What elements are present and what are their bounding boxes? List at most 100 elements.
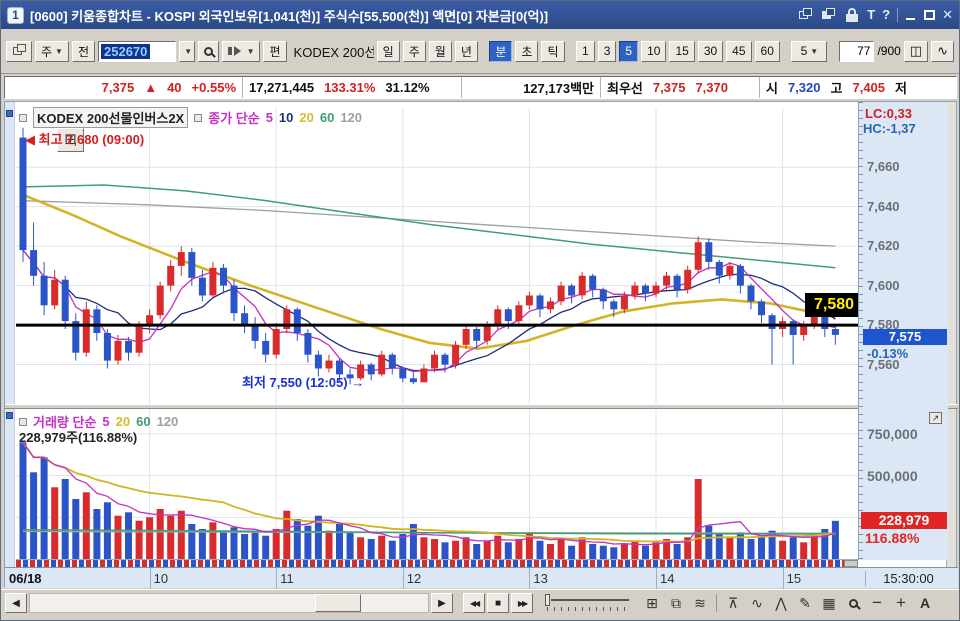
period-month-button[interactable]: 월	[428, 40, 452, 62]
close-button[interactable]: ✕	[942, 7, 953, 22]
zoom-out-button[interactable]: −	[872, 593, 882, 612]
maximize-button[interactable]	[924, 10, 936, 20]
forward-button[interactable]: ▶▶	[511, 593, 533, 613]
ma20-legend: 20	[299, 110, 314, 125]
hc-value: HC:-1,37	[863, 121, 916, 136]
prev-stock-button[interactable]: 전	[71, 40, 96, 62]
cascade-windows-icon[interactable]: ⧉	[671, 594, 681, 611]
topmost-icon[interactable]: T	[867, 7, 876, 22]
sound-button[interactable]: ▼	[221, 40, 261, 62]
vol-ma120-legend: 120	[156, 414, 179, 429]
interval-60-button[interactable]: 60	[754, 40, 780, 62]
stop-button[interactable]: ■	[487, 593, 509, 613]
interval-1-button[interactable]: 1	[576, 40, 595, 62]
mode-minute-button[interactable]: 분	[489, 40, 513, 62]
rewind-button[interactable]: ◀◀	[463, 593, 485, 613]
line-style-icon[interactable]: ≋	[694, 594, 706, 611]
price-change-pct: +0.55%	[191, 80, 236, 95]
scroll-left-button[interactable]: ◀	[5, 593, 27, 613]
help-icon[interactable]: ?	[882, 7, 891, 22]
flag-button[interactable]: 편	[263, 40, 287, 62]
chevron-down-icon: ▼	[184, 46, 193, 56]
search-icon	[203, 46, 213, 56]
zigzag-line-icon: ∿	[937, 43, 948, 58]
duplicate-icon[interactable]	[821, 8, 837, 22]
time-axis[interactable]: 06/18 15:30:00 10 11 12 13 14 15	[5, 567, 958, 589]
trendline-tool-icon[interactable]: ∿	[751, 594, 763, 611]
interval-3-button[interactable]: 3	[597, 40, 617, 62]
tile-windows-icon[interactable]: ⊞	[646, 594, 658, 611]
price-tick-label: 7,560	[867, 356, 900, 372]
line-chart-button[interactable]: ∿	[931, 40, 954, 62]
popout-window-button[interactable]	[6, 40, 32, 62]
titlebar-separator	[897, 8, 899, 22]
chart-type-combo[interactable]: 주 ▼	[35, 40, 69, 62]
collapse-icon[interactable]	[194, 113, 203, 122]
minimize-button[interactable]	[905, 9, 917, 21]
mode-second-button[interactable]: 초	[515, 40, 539, 62]
volume-chart[interactable]	[16, 409, 858, 559]
chart-scrollbar[interactable]	[29, 593, 429, 613]
interval-10-button[interactable]: 10	[641, 40, 667, 62]
candle-settings-button[interactable]: ◫	[903, 40, 929, 62]
title-bar[interactable]: 1 [0600] 키움종합차트 - KOSPI 외국인보유[1,041(천)] …	[1, 1, 959, 29]
overview-thumb[interactable]	[844, 560, 858, 567]
ma10-legend: 10	[278, 110, 294, 125]
hline-price-tag[interactable]: 7,580	[805, 293, 863, 317]
day-low-annotation: 최저 7,550 (12:05) →	[242, 375, 365, 390]
interval-45-button[interactable]: 45	[726, 40, 752, 62]
interval-5-button[interactable]: 5	[619, 40, 639, 62]
high-price: 7,405	[852, 80, 886, 95]
zoom-slider[interactable]	[541, 593, 633, 613]
low-label: 저	[895, 81, 907, 96]
crosshair-tool-icon[interactable]: ⊼	[727, 594, 739, 611]
draw-tool-icon[interactable]: ✎	[799, 594, 811, 611]
bar-count-input[interactable]: 77	[838, 40, 875, 62]
slider-handle[interactable]	[545, 594, 550, 606]
stock-code-input[interactable]: 252670	[98, 40, 176, 62]
chart-area: KODEX 200선물인버스2X 종가 단순 5 10 20 60 120 ⊞ …	[4, 101, 958, 589]
current-price-box: 7,575	[863, 328, 947, 345]
overview-strip[interactable]	[16, 559, 858, 567]
popout-icon[interactable]	[798, 8, 814, 22]
left-panel-strip[interactable]	[5, 102, 15, 588]
volume-value: 17,271,445	[249, 80, 315, 95]
period-week-button[interactable]: 주	[402, 40, 426, 62]
text-tool-button[interactable]: A	[919, 595, 931, 611]
time-tick-label: 12	[406, 571, 422, 586]
left-arrow-icon: ◀	[25, 132, 35, 147]
axis-tick-marks	[859, 102, 863, 560]
chart-image-icon[interactable]: ▦	[822, 594, 836, 611]
wave-tool-icon[interactable]: ⋀	[775, 594, 787, 611]
collapse-icon[interactable]	[19, 113, 27, 122]
expand-panel-icon[interactable]: ↗	[929, 412, 942, 424]
period-year-button[interactable]: 년	[454, 40, 478, 62]
grid-toggle-button[interactable]: ⊞	[57, 128, 84, 152]
panel-divider[interactable]	[5, 404, 958, 409]
time-axis-divider	[656, 568, 657, 589]
scrollbar-thumb[interactable]	[315, 594, 361, 612]
zoom-tool-icon[interactable]	[842, 593, 864, 613]
period-day-button[interactable]: 일	[376, 40, 400, 62]
interval-combo[interactable]: 5 ▼	[791, 40, 828, 62]
price-axis-panel[interactable]: LC:0,33 HC:-1,37 7,660 7,640 7,620 7,600 7,5…	[858, 102, 948, 560]
collapse-icon[interactable]	[19, 417, 27, 426]
time-axis-divider	[276, 568, 278, 589]
interval-30-button[interactable]: 30	[697, 40, 724, 62]
time-tick-label: 15	[786, 571, 802, 586]
interval-15-button[interactable]: 15	[669, 40, 695, 62]
candle-chart-icon: ◫	[909, 43, 923, 58]
trade-amount: 127,173백만	[523, 81, 594, 96]
zoom-in-button[interactable]: +	[896, 593, 906, 612]
code-dropdown-button[interactable]: ▼	[178, 40, 195, 62]
lock-icon[interactable]	[844, 8, 860, 22]
time-axis-date: 06/18	[9, 571, 42, 586]
price-legend: KODEX 200선물인버스2X 종가 단순 5 10 20 60 120	[19, 107, 362, 128]
chart-stock-name: KODEX 200선물인버스2X	[33, 107, 189, 128]
mode-tick-button[interactable]: 틱	[541, 40, 565, 62]
price-chart[interactable]	[16, 108, 858, 404]
chevron-down-icon: ▼	[810, 46, 819, 56]
search-button[interactable]	[197, 40, 219, 62]
scroll-right-button[interactable]: ▶	[431, 593, 453, 613]
price-change: 40	[167, 80, 182, 95]
